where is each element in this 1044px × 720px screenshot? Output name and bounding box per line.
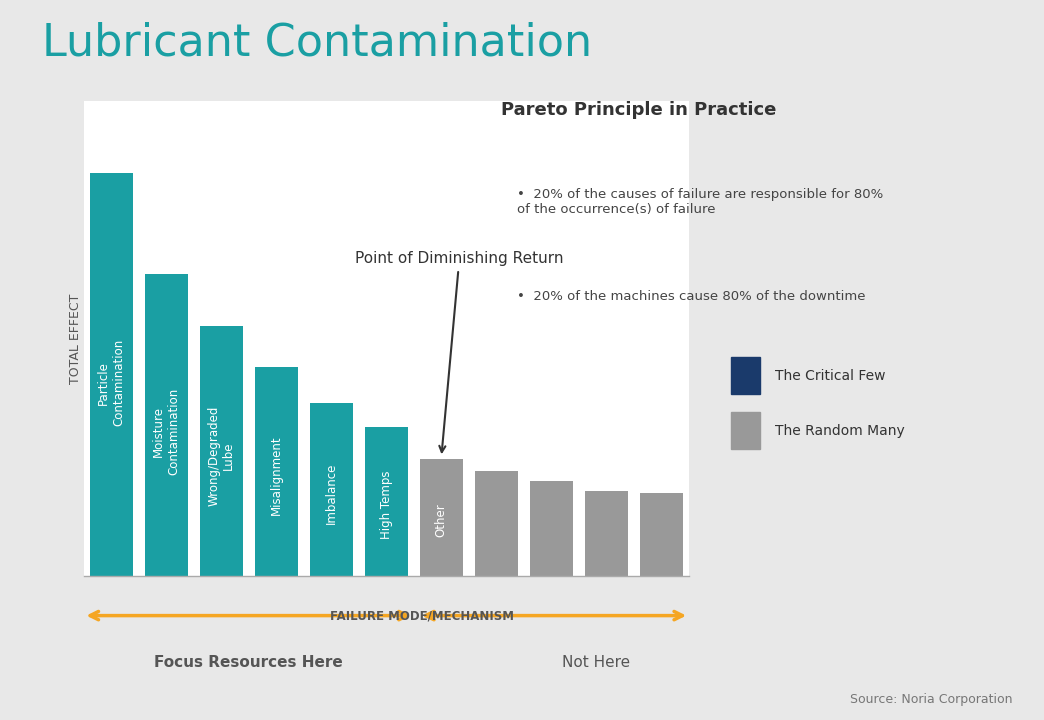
Text: Lubricant Contamination: Lubricant Contamination	[42, 22, 592, 65]
Bar	[255, 366, 298, 576]
Text: Moisture
Contamination: Moisture Contamination	[152, 387, 181, 474]
Text: Source: Noria Corporation: Source: Noria Corporation	[850, 693, 1013, 706]
Bar	[420, 459, 462, 576]
Text: High Temps: High Temps	[380, 470, 393, 539]
Text: Imbalance: Imbalance	[325, 462, 337, 523]
Bar	[640, 493, 683, 576]
Text: Point of Diminishing Return: Point of Diminishing Return	[355, 251, 564, 452]
Text: •  20% of the machines cause 80% of the downtime: • 20% of the machines cause 80% of the d…	[517, 289, 865, 302]
Text: Focus Resources Here: Focus Resources Here	[155, 655, 343, 670]
Text: Pareto Principle in Practice: Pareto Principle in Practice	[501, 101, 777, 119]
Bar	[530, 482, 573, 576]
Text: FAILURE MODE/MECHANISM: FAILURE MODE/MECHANISM	[330, 609, 514, 622]
Text: Wrong/Degraded
Lube: Wrong/Degraded Lube	[207, 406, 235, 506]
Bar	[310, 402, 353, 576]
Bar	[475, 472, 518, 576]
Bar	[731, 413, 760, 449]
Bar	[585, 492, 627, 576]
Text: Not Here: Not Here	[562, 655, 630, 670]
Text: •  20% of the causes of failure are responsible for 80%
of the occurrence(s) of : • 20% of the causes of failure are respo…	[517, 189, 883, 216]
Bar	[199, 326, 242, 576]
Text: The Critical Few: The Critical Few	[775, 369, 885, 382]
Text: The Random Many: The Random Many	[775, 424, 904, 438]
Bar	[145, 274, 188, 576]
Bar	[364, 427, 408, 576]
Text: Particle
Contamination: Particle Contamination	[97, 339, 125, 426]
Text: Other: Other	[435, 503, 448, 537]
Y-axis label: TOTAL EFFECT: TOTAL EFFECT	[69, 293, 81, 384]
Bar	[90, 174, 133, 576]
Bar	[731, 357, 760, 394]
Text: Misalignment: Misalignment	[269, 436, 283, 516]
